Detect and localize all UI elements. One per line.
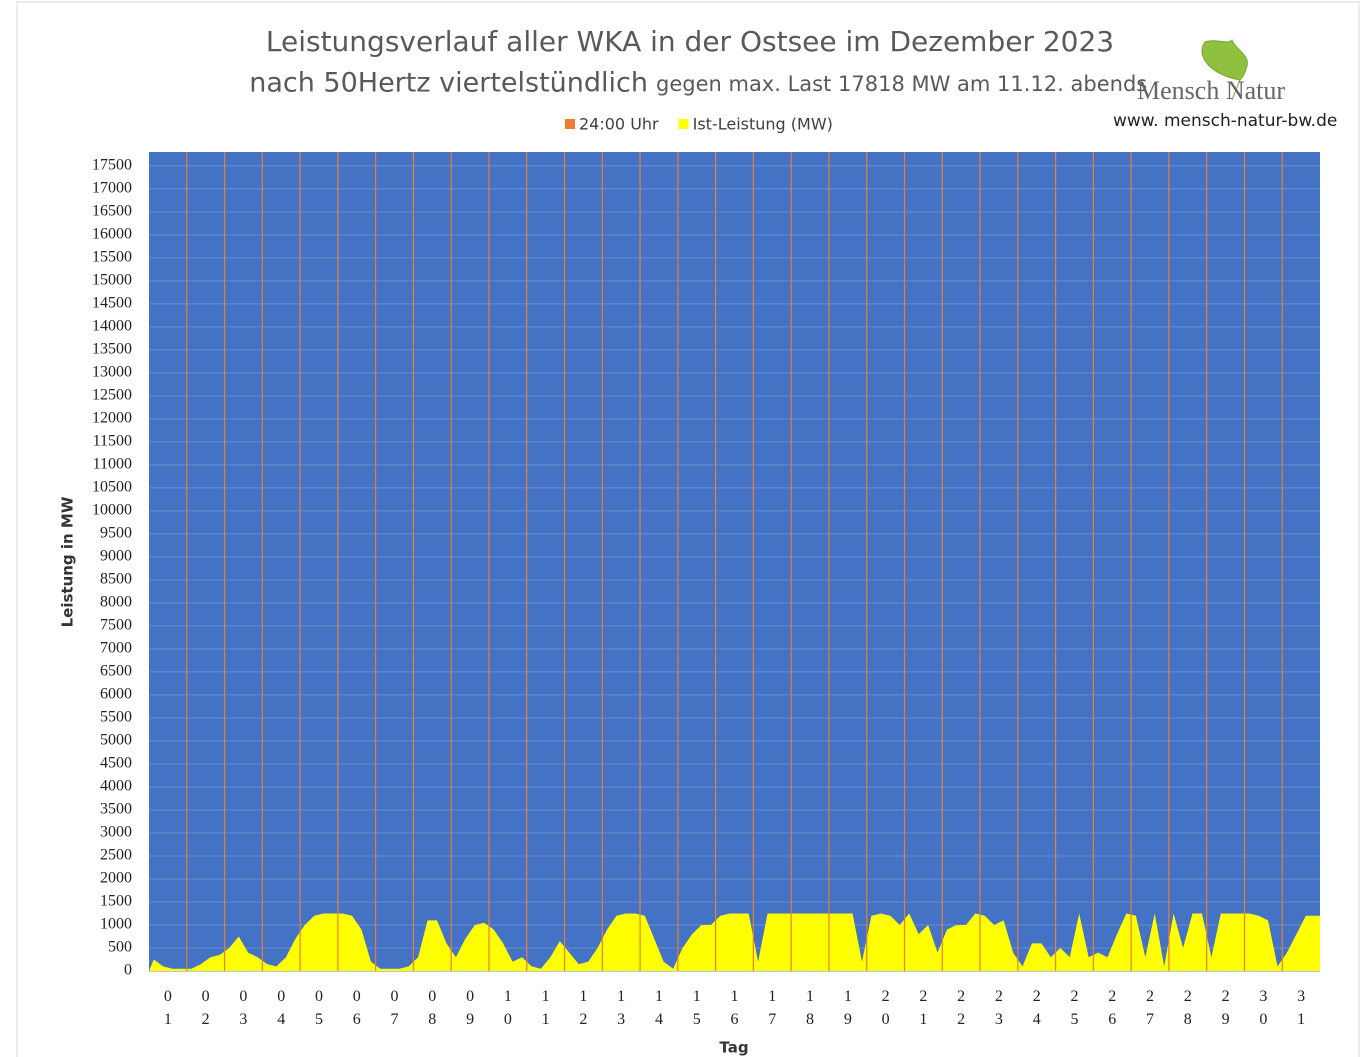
y-tick-label: 4500 <box>100 755 132 772</box>
x-tick-label: 23 <box>994 988 1003 1028</box>
y-tick-label: 3000 <box>100 824 132 841</box>
x-tick-label: 07 <box>390 988 399 1028</box>
y-tick-label: 6000 <box>100 686 132 703</box>
x-tick-label: 29 <box>1221 988 1230 1028</box>
x-tick-label: 12 <box>579 988 588 1028</box>
y-tick-label: 13000 <box>92 364 132 381</box>
x-tick-label: 13 <box>617 988 626 1028</box>
x-tick-label: 22 <box>957 988 966 1028</box>
y-tick-label: 0 <box>124 962 132 979</box>
y-tick-label: 10500 <box>92 479 132 496</box>
y-tick-label: 9500 <box>100 525 132 542</box>
y-tick-label: 16000 <box>92 225 132 242</box>
x-tick-label: 24 <box>1032 988 1041 1028</box>
x-tick-label: 28 <box>1183 988 1192 1028</box>
x-tick-label: 01 <box>163 988 172 1028</box>
x-tick-label: 15 <box>692 988 701 1028</box>
x-tick-label: 05 <box>314 988 323 1028</box>
y-tick-label: 1000 <box>100 916 132 933</box>
y-tick-label: 8500 <box>100 571 132 588</box>
logo-text: Mensch Natur <box>1137 76 1285 105</box>
y-tick-label: 14000 <box>92 318 132 335</box>
y-tick-label: 12000 <box>92 410 132 427</box>
legend-label: Ist-Leistung (MW) <box>693 115 833 134</box>
x-tick-label: 14 <box>654 988 663 1028</box>
y-tick-label: 500 <box>108 939 132 956</box>
y-tick-label: 5000 <box>100 732 132 749</box>
legend-label: 24:00 Uhr <box>579 115 659 134</box>
y-tick-label: 7500 <box>100 617 132 634</box>
y-tick-label: 2500 <box>100 847 132 864</box>
x-tick-label: 08 <box>428 988 437 1028</box>
y-tick-label: 5500 <box>100 709 132 726</box>
x-tick-label: 21 <box>919 988 928 1028</box>
y-tick-label: 16500 <box>92 202 132 219</box>
y-tick-label: 17000 <box>92 179 132 196</box>
plot-area <box>149 152 1320 971</box>
x-axis-label: Tag <box>719 1039 748 1057</box>
legend-swatch <box>678 119 689 129</box>
x-tick-label: 03 <box>239 988 248 1028</box>
y-tick-label: 2000 <box>100 870 132 887</box>
y-tick-label: 6500 <box>100 663 132 680</box>
power-area <box>149 913 1320 971</box>
x-tick-label: 18 <box>806 988 815 1028</box>
y-tick-label: 10000 <box>92 502 132 519</box>
x-tick-label: 17 <box>768 988 777 1028</box>
x-tick-label: 06 <box>352 988 361 1028</box>
logo-leaf <box>1201 39 1248 101</box>
y-tick-label: 15000 <box>92 272 132 289</box>
y-tick-label: 15500 <box>92 248 132 265</box>
y-tick-label: 11000 <box>93 456 132 473</box>
chart-subtitle-note: gegen max. Last 17818 MW am 11.12. abend… <box>656 72 1147 96</box>
y-tick-label: 17500 <box>92 156 132 173</box>
y-tick-label: 14500 <box>92 295 132 312</box>
x-tick-label: 11 <box>541 988 550 1028</box>
y-tick-label: 12500 <box>92 387 132 404</box>
x-tick-label: 31 <box>1297 988 1306 1028</box>
chart-subtitle: nach 50Hertz viertelstündlich <box>249 68 648 99</box>
x-tick-label: 25 <box>1070 988 1079 1028</box>
x-tick-label: 16 <box>730 988 739 1028</box>
y-tick-label: 1500 <box>100 893 132 910</box>
x-tick-label: 30 <box>1259 988 1268 1028</box>
x-tick-label: 19 <box>843 988 852 1028</box>
x-tick-label: 04 <box>277 988 286 1028</box>
y-tick-label: 9000 <box>100 548 132 565</box>
y-tick-label: 13500 <box>92 341 132 358</box>
y-tick-label: 11500 <box>93 433 132 450</box>
legend-swatch <box>565 119 575 129</box>
x-tick-label: 09 <box>466 988 475 1028</box>
website: www. mensch-natur-bw.de <box>1113 111 1337 131</box>
y-axis-label: Leistung in MW <box>59 496 77 627</box>
y-tick-label: 4000 <box>100 778 132 795</box>
x-tick-label: 20 <box>881 988 890 1028</box>
chart-frame <box>16 1 1360 1057</box>
y-tick-label: 8000 <box>100 594 132 611</box>
x-tick-label: 26 <box>1108 988 1117 1028</box>
y-tick-label: 7000 <box>100 640 132 657</box>
x-tick-label: 27 <box>1146 988 1155 1028</box>
y-tick-label: 3500 <box>100 801 132 818</box>
x-tick-label: 10 <box>503 988 512 1028</box>
chart-title: Leistungsverlauf aller WKA in der Ostsee… <box>266 25 1114 58</box>
x-tick-label: 02 <box>201 988 210 1028</box>
